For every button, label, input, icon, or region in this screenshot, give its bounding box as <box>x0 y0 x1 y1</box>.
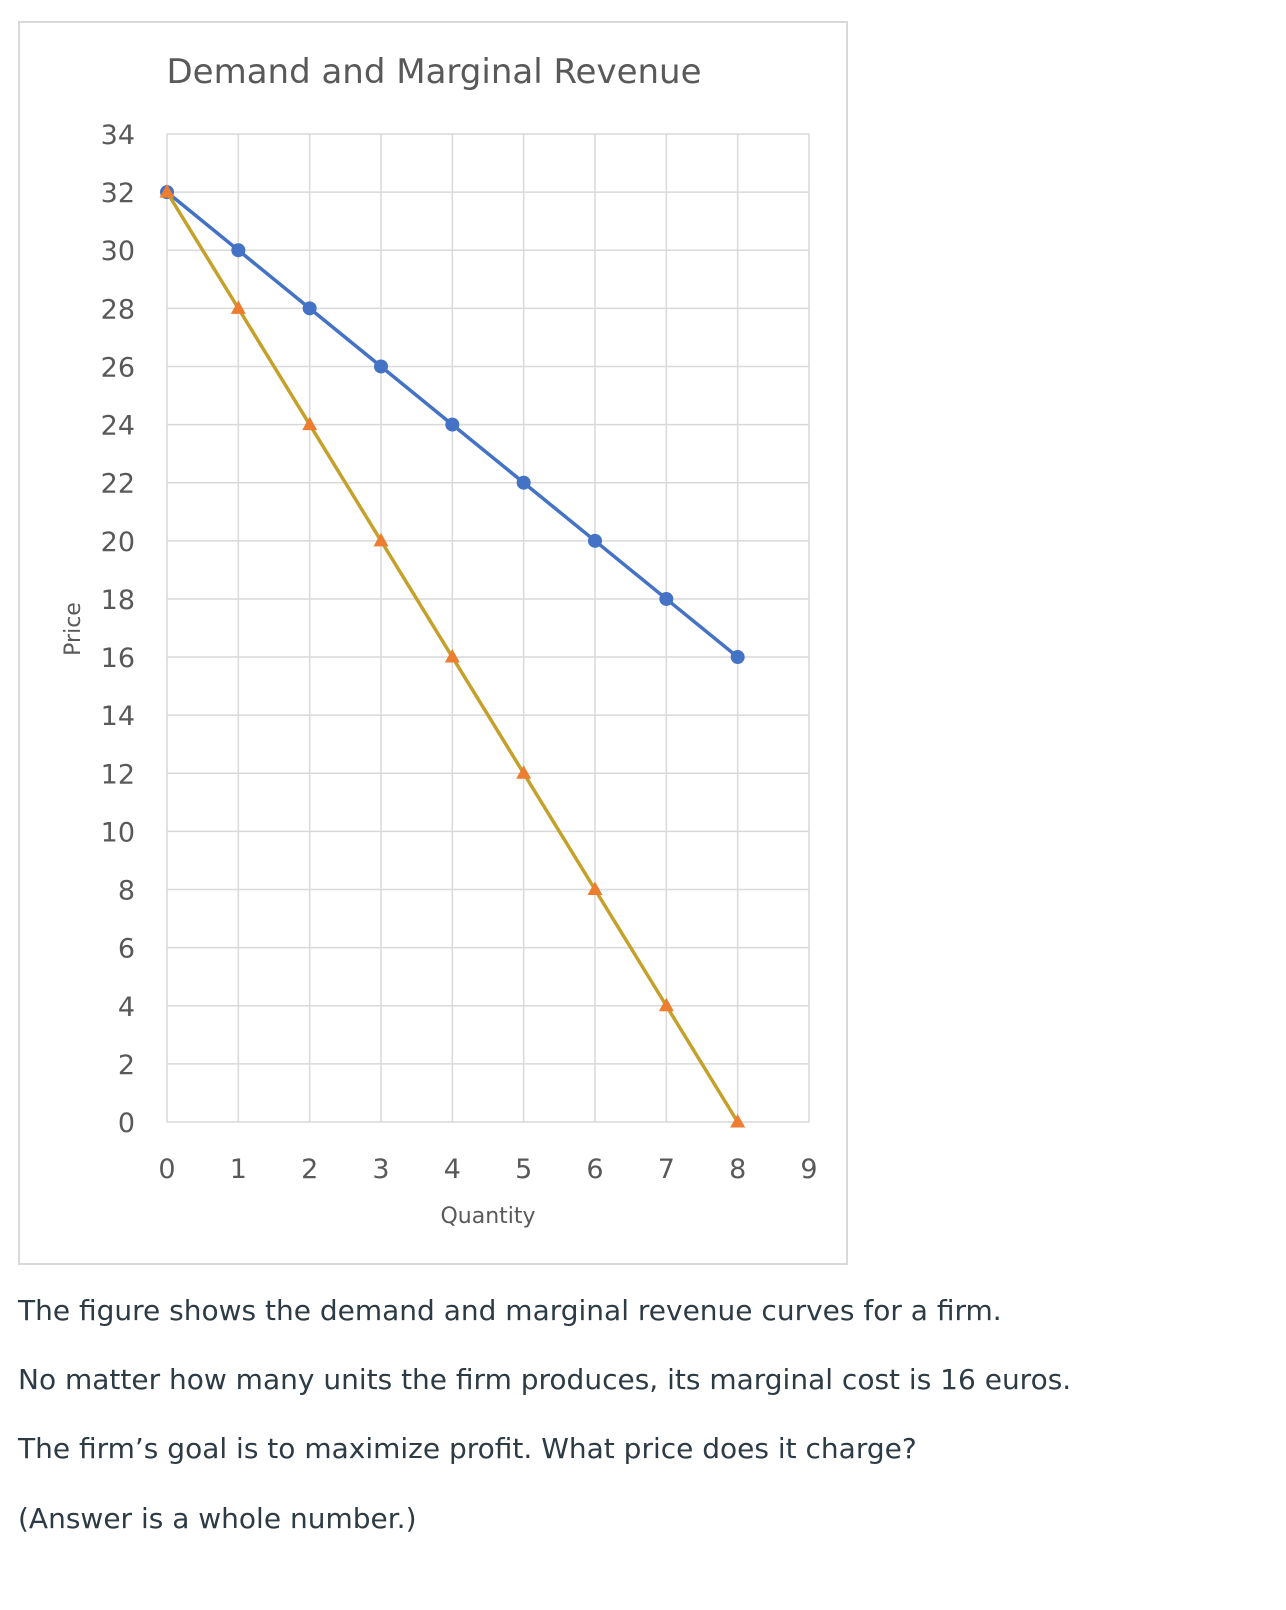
series-2-point <box>373 532 389 547</box>
series-1-point <box>516 475 531 490</box>
y-tick-label: 10 <box>101 817 135 848</box>
y-tick-label: 14 <box>101 701 135 732</box>
y-tick-label: 22 <box>101 469 135 500</box>
y-tick-label: 26 <box>101 352 135 383</box>
y-tick-label: 8 <box>118 876 135 907</box>
x-tick-label: 2 <box>301 1154 318 1185</box>
x-tick-label: 0 <box>158 1154 175 1185</box>
series-2-point <box>230 300 246 314</box>
chart-container: 0 2 4 6 8 10 12 14 16 18 20 22 24 26 28 30 32 34 0 1 2 3 4 5 6 7 8… <box>18 21 848 1265</box>
x-tick-label: 8 <box>729 1154 746 1185</box>
y-tick-label: 34 <box>101 120 135 151</box>
y-tick-label: 12 <box>101 759 135 790</box>
series-1-point <box>302 301 317 316</box>
y-tick-label: 6 <box>118 934 135 965</box>
series-1-point <box>659 591 674 606</box>
question-line-3: The firm’s goal is to maximize profit. W… <box>18 1432 917 1465</box>
x-tick-label: 1 <box>230 1154 247 1185</box>
series-2-point <box>444 649 460 663</box>
question-line-2: No matter how many units the firm produc… <box>18 1363 1072 1396</box>
y-tick-label: 20 <box>101 527 135 558</box>
y-tick-label: 2 <box>118 1050 135 1081</box>
x-tick-label: 6 <box>586 1154 603 1185</box>
y-tick-label: 16 <box>101 643 135 674</box>
series-2-point <box>587 881 603 896</box>
x-tick-label: 7 <box>658 1154 675 1185</box>
series-2-point <box>159 184 175 198</box>
x-tick-label: 9 <box>800 1154 817 1185</box>
y-tick-label: 30 <box>101 236 135 267</box>
series-2-point <box>658 997 674 1012</box>
series-layer <box>159 184 746 1128</box>
series-1-point <box>588 533 602 548</box>
x-tick-label: 4 <box>444 1154 461 1185</box>
series-1-point <box>231 243 246 258</box>
question-line-1: The figure shows the demand and marginal… <box>18 1294 1002 1327</box>
y-tick-label: 18 <box>101 585 135 616</box>
y-tick-label: 0 <box>118 1108 135 1139</box>
grid <box>166 133 810 1123</box>
series-2-point <box>302 416 318 431</box>
series-1-point <box>374 359 388 374</box>
x-tick-label: 3 <box>372 1154 389 1185</box>
series-1-point <box>445 417 460 432</box>
y-tick-label: 32 <box>101 178 135 209</box>
y-tick-label: 28 <box>101 294 135 325</box>
series-1-point <box>730 650 745 665</box>
x-axis-title: Quantity <box>440 1204 535 1229</box>
x-tick-label: 5 <box>515 1154 532 1185</box>
series-2-point <box>730 1114 746 1128</box>
y-tick-label: 4 <box>118 992 135 1023</box>
y-tick-label: 24 <box>101 411 135 442</box>
y-axis-title: Price <box>61 602 86 656</box>
chart-title: Demand and Marginal Revenue <box>166 52 701 92</box>
question-line-4: (Answer is a whole number.) <box>18 1502 417 1535</box>
series-2-point <box>516 765 532 779</box>
